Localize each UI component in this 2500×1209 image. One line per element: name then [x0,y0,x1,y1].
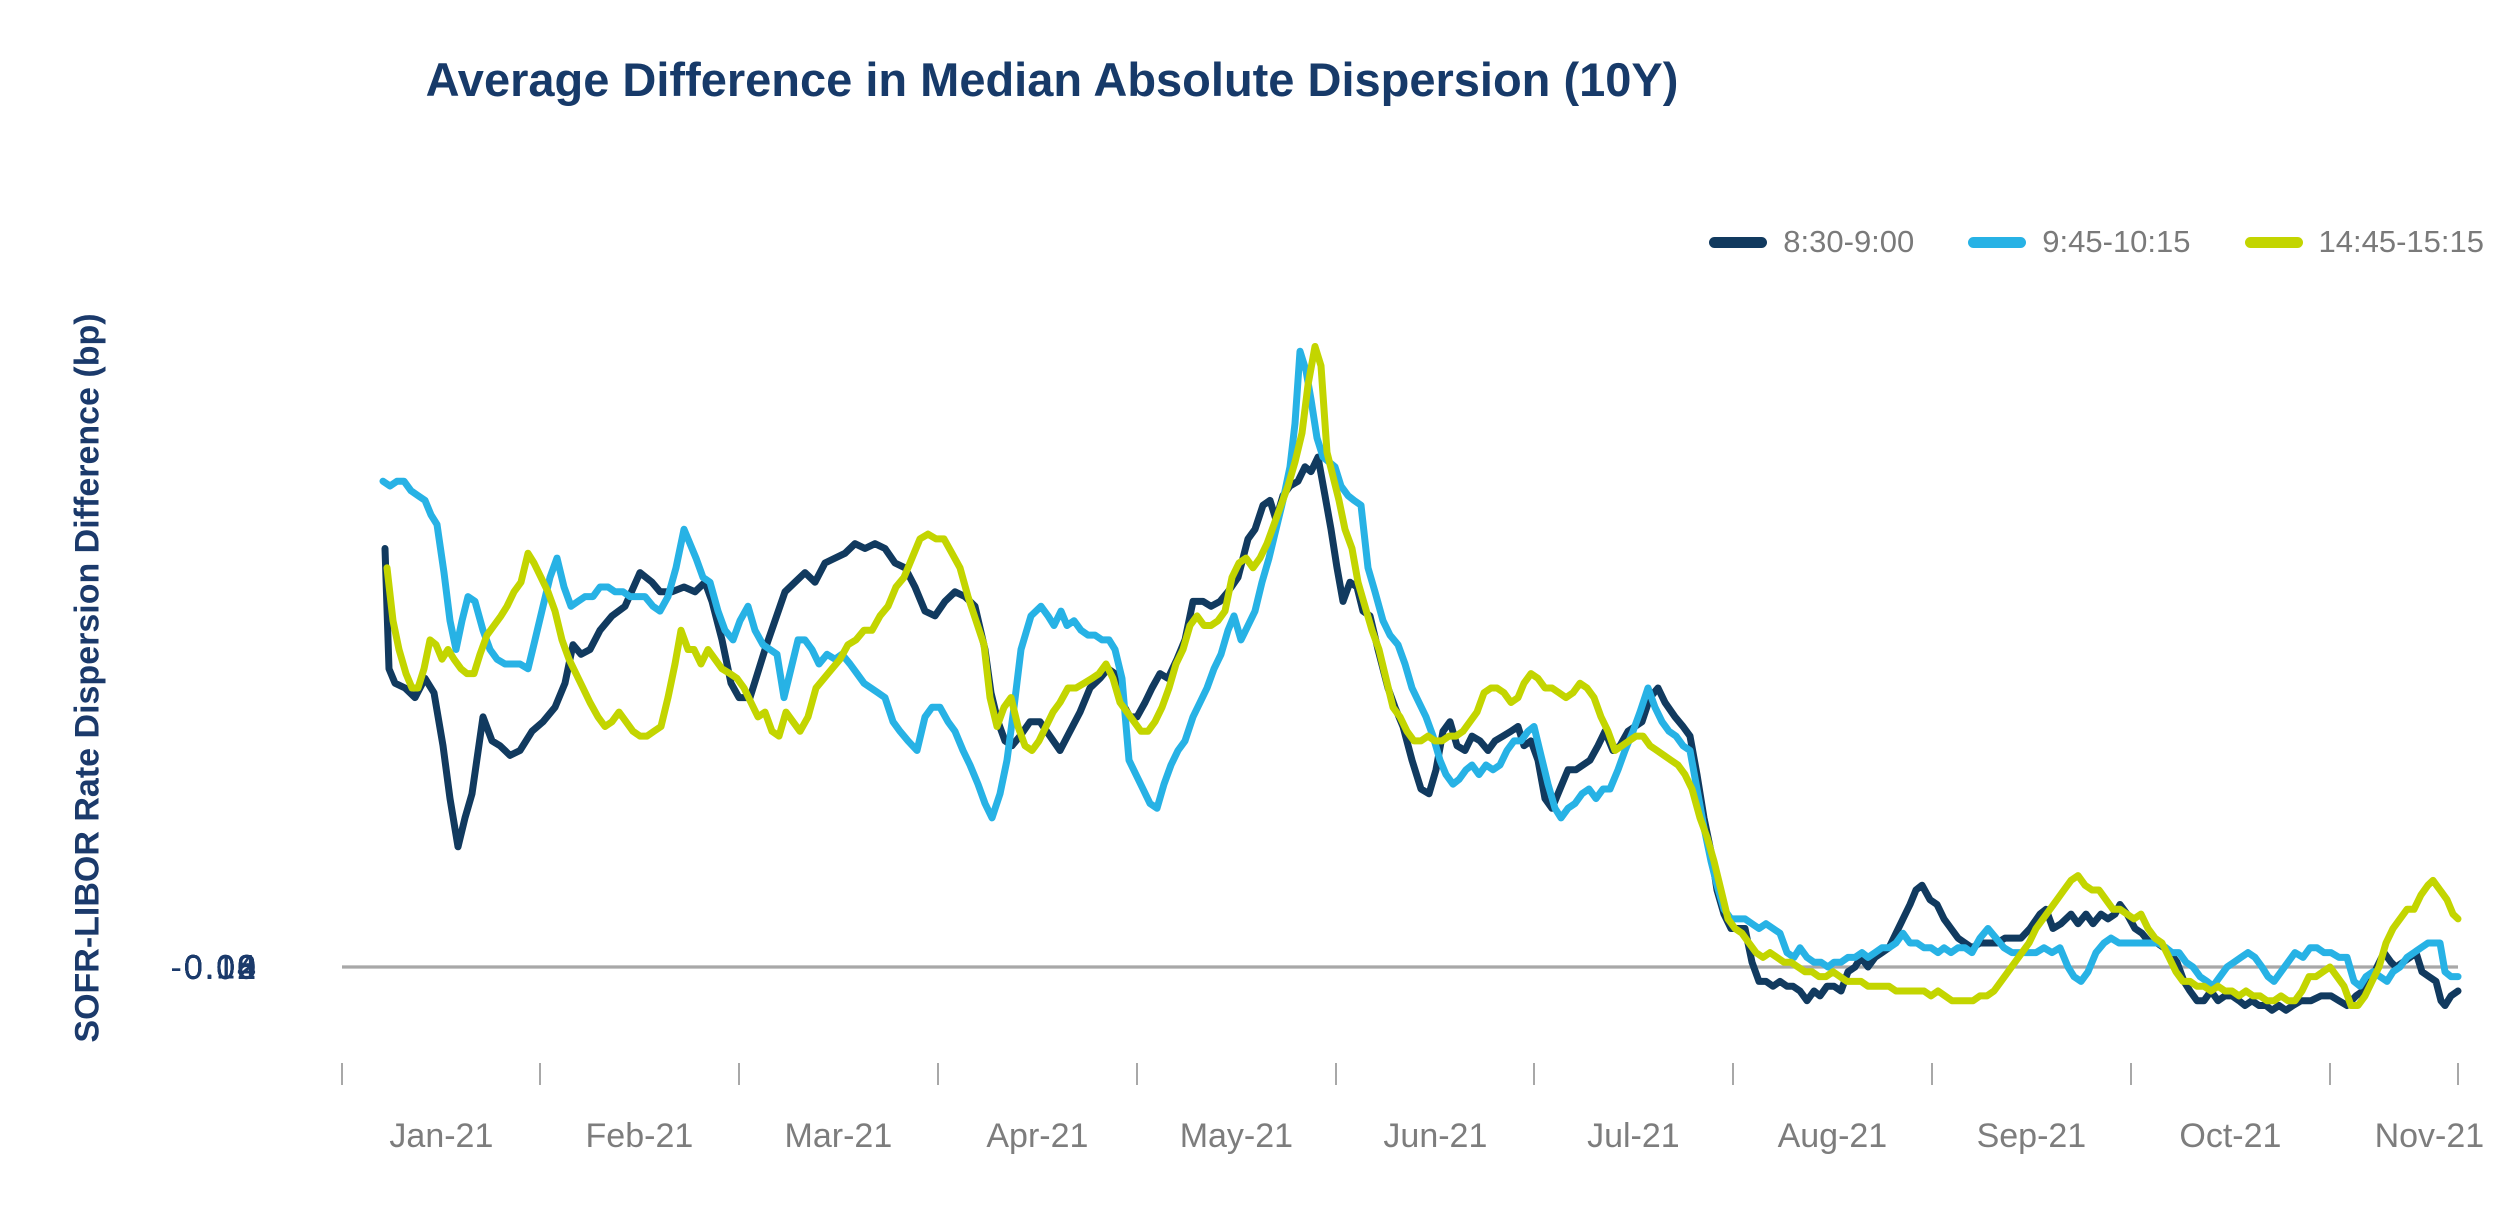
y-tick-label: 0.06 [184,949,258,987]
y-tick-label: 0.08 [184,949,258,987]
x-tick-label: Nov-21 [2375,1117,2485,1155]
legend-label: 9:45-10:15 [2042,224,2191,259]
x-tick-label: Jul-21 [1587,1117,1680,1155]
x-tick-label: Sep-21 [1977,1117,2087,1155]
chart-title: Average Difference in Median Absolute Di… [425,53,1679,106]
x-tick-label: Feb-21 [586,1117,694,1155]
legend-swatch-navy [1709,236,1768,248]
legend-item-945-1015: 9:45-10:15 [1968,224,2191,260]
x-tick-label: Oct-21 [2179,1117,2281,1155]
legend-label: 14:45-15:15 [2318,224,2484,259]
legend-item-830-900: 8:30-9:00 [1709,224,1914,260]
legend-swatch-lime [2244,236,2303,248]
series-line-14:45-15:15 [383,343,2462,1009]
y-tick-label: 0.04 [184,949,258,987]
legend-swatch-cyan [1968,236,2027,248]
legend-item-1445-1515: 14:45-15:15 [2244,224,2484,260]
y-tick-label: 0.14 [184,948,258,986]
legend: 8:30-9:00 9:45-10:15 14:45-15:15 [1709,224,2484,260]
y-tick-label: -0.02 [171,949,259,987]
x-tick-label: Aug-21 [1778,1117,1888,1155]
x-tick-label: Apr-21 [986,1117,1088,1155]
x-tick-label: Mar-21 [785,1117,893,1155]
x-tick-label: May-21 [1180,1117,1293,1155]
y-tick-label: 0.00 [184,949,258,987]
x-tick-label: Jan-21 [389,1117,493,1155]
y-tick-label: 0.10 [184,949,258,987]
x-tick-label: Jun-21 [1383,1117,1487,1155]
legend-label: 8:30-9:00 [1783,224,1915,259]
y-tick-label: 0.02 [184,949,258,987]
y-tick-label: 0.12 [184,948,258,986]
series-line-9:45-10:15 [379,347,2462,990]
